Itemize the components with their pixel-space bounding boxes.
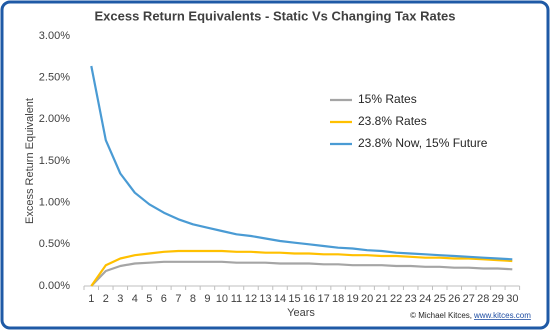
x-tick-label: 8: [190, 293, 196, 305]
x-tick-label: 29: [492, 293, 504, 305]
x-tick-label: 12: [245, 293, 257, 305]
y-tick-label: 2.50%: [39, 72, 70, 84]
y-tick-label: 0.50%: [39, 238, 70, 250]
legend-label: 15% Rates: [358, 92, 417, 106]
series-line: [90, 65, 513, 261]
y-tick-label: 3.00%: [39, 30, 70, 42]
series-line: [90, 249, 513, 287]
x-tick-label: 10: [216, 293, 228, 305]
x-tick-label: 7: [175, 293, 181, 305]
x-tick-label: 4: [132, 293, 138, 305]
x-tick-label: 24: [419, 293, 431, 305]
x-tick-label: 20: [361, 293, 373, 305]
x-tick-label: 28: [477, 293, 489, 305]
x-tick-label: 5: [146, 293, 152, 305]
source: © Michael Kitces,: [410, 311, 472, 320]
x-tick-label: 1: [88, 293, 94, 305]
source-link[interactable]: www.kitces.com: [473, 311, 531, 320]
series-line: [90, 260, 513, 287]
x-tick-label: 11: [231, 293, 242, 305]
x-tick-label: 9: [204, 293, 210, 305]
x-tick-label: 15: [288, 293, 300, 305]
x-tick-label: 13: [259, 293, 271, 305]
x-tick-label: 19: [346, 293, 358, 305]
x-axis-label: Years: [287, 307, 315, 319]
y-tick-label: 2.00%: [39, 113, 70, 125]
x-tick-label: 18: [332, 293, 344, 305]
legend-label: 23.8% Now, 15% Future: [358, 136, 488, 150]
x-tick-label: 22: [390, 293, 402, 305]
x-tick-label: 21: [376, 293, 388, 305]
x-tick-label: 25: [434, 293, 446, 305]
y-tick-label: 1.50%: [39, 155, 70, 167]
x-tick-label: 16: [303, 293, 315, 305]
x-tick-label: 3: [117, 293, 123, 305]
x-tick-label: 23: [405, 293, 417, 305]
x-tick-label: 2: [103, 293, 109, 305]
y-axis-label: Excess Return Equivalent: [24, 98, 36, 224]
x-tick-label: 30: [506, 293, 518, 305]
legend-label: 23.8% Rates: [358, 114, 427, 128]
x-tick-label: 6: [161, 293, 167, 305]
x-tick-label: 27: [463, 293, 475, 305]
y-tick-label: 0.00%: [39, 280, 70, 292]
x-tick-label: 17: [317, 293, 329, 305]
x-tick-label: 14: [274, 293, 286, 305]
chart-title: Excess Return Equivalents - Static Vs Ch…: [95, 8, 456, 23]
x-tick-label: 26: [448, 293, 460, 305]
y-tick-label: 1.00%: [39, 197, 70, 209]
